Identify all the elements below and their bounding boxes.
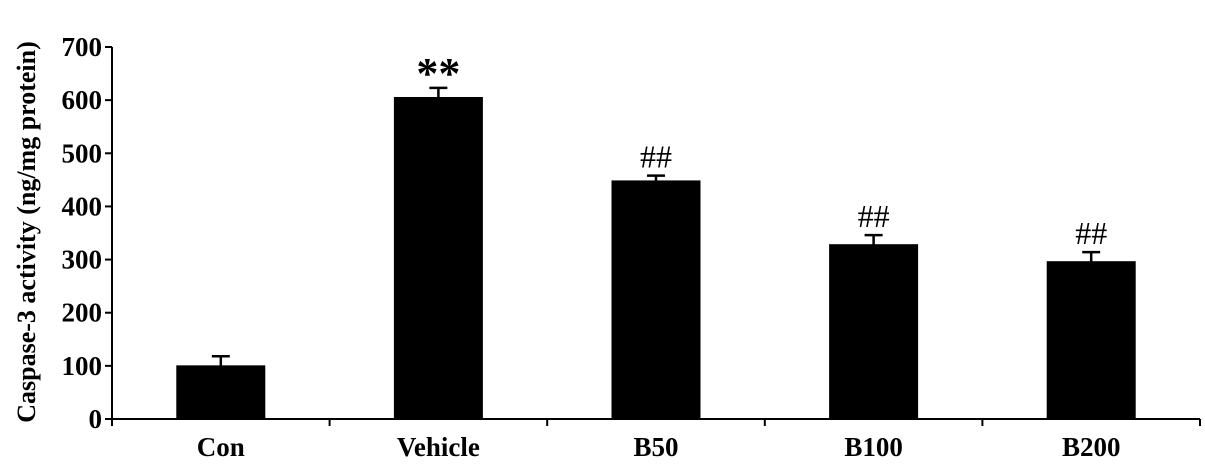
- x-tick-label-b50: B50: [633, 432, 678, 462]
- bars-group: [176, 96, 1136, 420]
- bar-b200: [1046, 261, 1136, 420]
- y-axis-label-group: Caspase-3 activity (ng/mg protein): [12, 41, 41, 423]
- bar-vehicle: [393, 96, 483, 420]
- bar-b50: [611, 180, 701, 420]
- y-axis-label: Caspase-3 activity (ng/mg protein): [12, 41, 41, 423]
- significance-annotation-vehicle: **: [416, 49, 460, 98]
- x-tick-label-con: Con: [197, 432, 245, 462]
- error-bars-group: [211, 86, 1101, 366]
- significance-annotation-b200: ##: [1075, 215, 1107, 251]
- y-tick-label: 200: [62, 298, 103, 328]
- y-tick-label: 400: [62, 191, 103, 221]
- significance-annotation-b100: ##: [858, 198, 890, 234]
- x-tick-label-b200: B200: [1062, 432, 1121, 462]
- x-axis: [111, 418, 1201, 426]
- x-tick-label-vehicle: Vehicle: [397, 432, 480, 462]
- y-tick-label: 700: [62, 32, 103, 62]
- bar-con: [176, 365, 266, 420]
- x-tick-labels-group: Con Vehicle B50 B100 B200: [197, 432, 1121, 462]
- annotations-group: ** ## ## ##: [416, 49, 1107, 251]
- y-tick-label: 100: [62, 351, 103, 381]
- y-tick-label: 0: [89, 404, 103, 434]
- x-tick-label-b100: B100: [844, 432, 903, 462]
- y-axis: 0 100 200 300 400 500 600 700: [62, 32, 113, 434]
- y-tick-label: 300: [62, 245, 103, 275]
- y-tick-label: 500: [62, 138, 103, 168]
- y-tick-label: 600: [62, 85, 103, 115]
- bar-b100: [829, 244, 919, 420]
- significance-annotation-b50: ##: [640, 139, 672, 175]
